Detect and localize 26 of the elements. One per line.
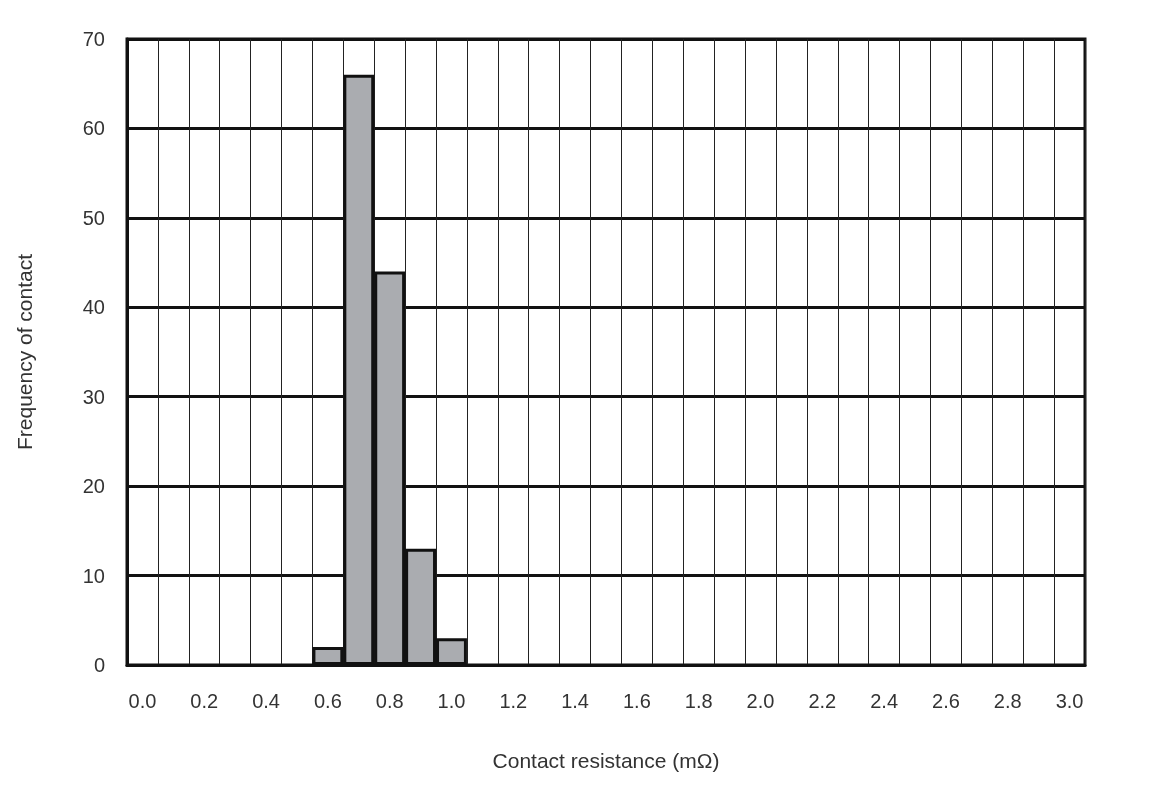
y-tick-label: 0	[93, 654, 105, 676]
x-tick-label: 2.2	[808, 690, 837, 712]
x-tick-label: 0.4	[252, 690, 280, 712]
x-tick-label: 2.6	[932, 690, 960, 712]
x-tick-label: 2.0	[746, 690, 775, 712]
x-tick-label: 2.8	[993, 690, 1022, 712]
y-axis-title: Frequency of contact	[13, 253, 36, 451]
x-tick-label: 1.6	[623, 690, 651, 712]
x-tick-label: 0.8	[375, 690, 404, 712]
y-tick-label: 60	[82, 117, 105, 140]
y-tick-label: 40	[82, 296, 105, 319]
x-tick-label: 1.8	[684, 690, 713, 712]
x-tick-label: 0.6	[313, 690, 342, 712]
x-tick-label: 0.0	[128, 690, 157, 712]
y-tick-label: 20	[82, 475, 105, 498]
x-tick-label: 3.0	[1055, 690, 1084, 712]
y-tick-label: 70	[82, 28, 105, 50]
x-tick-label: 1.0	[437, 690, 466, 712]
x-tick-label: 1.2	[499, 690, 528, 712]
x-tick-label: 2.4	[870, 690, 899, 712]
y-tick-label: 50	[82, 206, 105, 229]
x-axis-title: Contact resistance (mΩ)	[492, 749, 720, 772]
y-tick-label: 30	[82, 385, 105, 408]
y-tick-label: 10	[82, 564, 105, 587]
x-tick-label: 1.4	[561, 690, 589, 712]
x-tick-label: 0.2	[190, 690, 219, 712]
